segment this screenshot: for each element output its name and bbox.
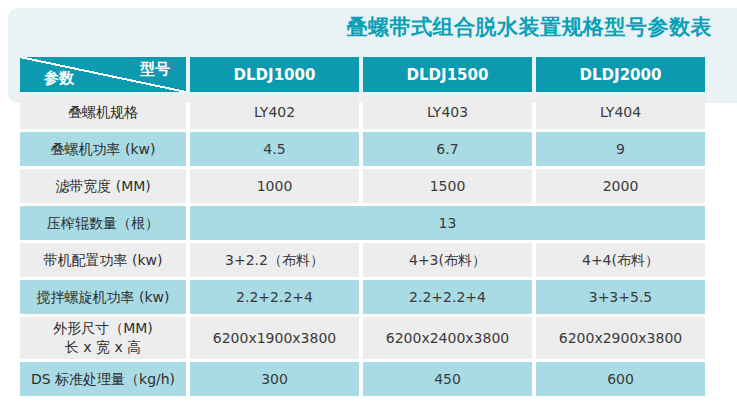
row-label-cell: 滤带宽度 (MM) — [20, 169, 186, 203]
value-cell: 1500 — [363, 169, 532, 203]
row-label-cell: 外形尺寸（MM) 长 x 宽 x 高 — [20, 317, 186, 359]
table-row: 外形尺寸（MM) 长 x 宽 x 高 6200x1900x3800 6200x2… — [20, 317, 705, 359]
value-cell: 6.7 — [363, 132, 532, 166]
value-cell: LY403 — [363, 95, 532, 129]
value-cell: 600 — [536, 362, 705, 396]
value-cell-spanned: 13 — [190, 206, 705, 240]
row-label-cell: 搅拌螺旋机功率 (kw) — [20, 280, 186, 314]
value-cell: 3+2.2（布料） — [190, 243, 359, 277]
row-label-cell: 带机配置功率 (kw) — [20, 243, 186, 277]
row-label-cell: 压榨辊数量（根） — [20, 206, 186, 240]
value-cell: 4+3(布料） — [363, 243, 532, 277]
table-row: 搅拌螺旋机功率 (kw) 2.2+2.2+4 2.2+2.2+4 3+3+5.5 — [20, 280, 705, 314]
table-row: DS 标准处理量（kg/h) 300 450 600 — [20, 362, 705, 396]
column-header-dldj1000: DLDJ1000 — [190, 57, 359, 92]
value-cell: 6200x1900x3800 — [190, 317, 359, 359]
spec-table-container: 参数 型号 DLDJ1000 DLDJ1500 DLDJ2000 叠螺机规格 L… — [16, 54, 709, 399]
value-cell: 6200x2900x3800 — [536, 317, 705, 359]
table-row: 滤带宽度 (MM) 1000 1500 2000 — [20, 169, 705, 203]
row-label-cell: 叠螺机功率 (kw) — [20, 132, 186, 166]
value-cell: 2.2+2.2+4 — [190, 280, 359, 314]
table-row: 压榨辊数量（根） 13 — [20, 206, 705, 240]
value-cell: 3+3+5.5 — [536, 280, 705, 314]
corner-model-label: 型号 — [140, 60, 170, 79]
corner-param-label: 参数 — [44, 69, 74, 88]
value-cell: 300 — [190, 362, 359, 396]
value-cell: 450 — [363, 362, 532, 396]
column-header-dldj1500: DLDJ1500 — [363, 57, 532, 92]
table-row: 叠螺机规格 LY402 LY403 LY404 — [20, 95, 705, 129]
value-cell: LY404 — [536, 95, 705, 129]
column-header-dldj2000: DLDJ2000 — [536, 57, 705, 92]
value-cell: LY402 — [190, 95, 359, 129]
value-cell: 4.5 — [190, 132, 359, 166]
value-cell: 1000 — [190, 169, 359, 203]
value-cell: 2000 — [536, 169, 705, 203]
value-cell: 2.2+2.2+4 — [363, 280, 532, 314]
value-cell: 4+4(布料） — [536, 243, 705, 277]
table-row: 带机配置功率 (kw) 3+2.2（布料） 4+3(布料） 4+4(布料） — [20, 243, 705, 277]
table-row: 叠螺机功率 (kw) 4.5 6.7 9 — [20, 132, 705, 166]
value-cell: 6200x2400x3800 — [363, 317, 532, 359]
value-cell: 9 — [536, 132, 705, 166]
row-label-cell: 叠螺机规格 — [20, 95, 186, 129]
header-row: 参数 型号 DLDJ1000 DLDJ1500 DLDJ2000 — [20, 57, 705, 92]
row-label-cell: DS 标准处理量（kg/h) — [20, 362, 186, 396]
corner-header-cell: 参数 型号 — [20, 57, 186, 92]
spec-table: 参数 型号 DLDJ1000 DLDJ1500 DLDJ2000 叠螺机规格 L… — [16, 54, 709, 399]
page-title: 叠螺带式组合脱水装置规格型号参数表 — [347, 13, 713, 41]
